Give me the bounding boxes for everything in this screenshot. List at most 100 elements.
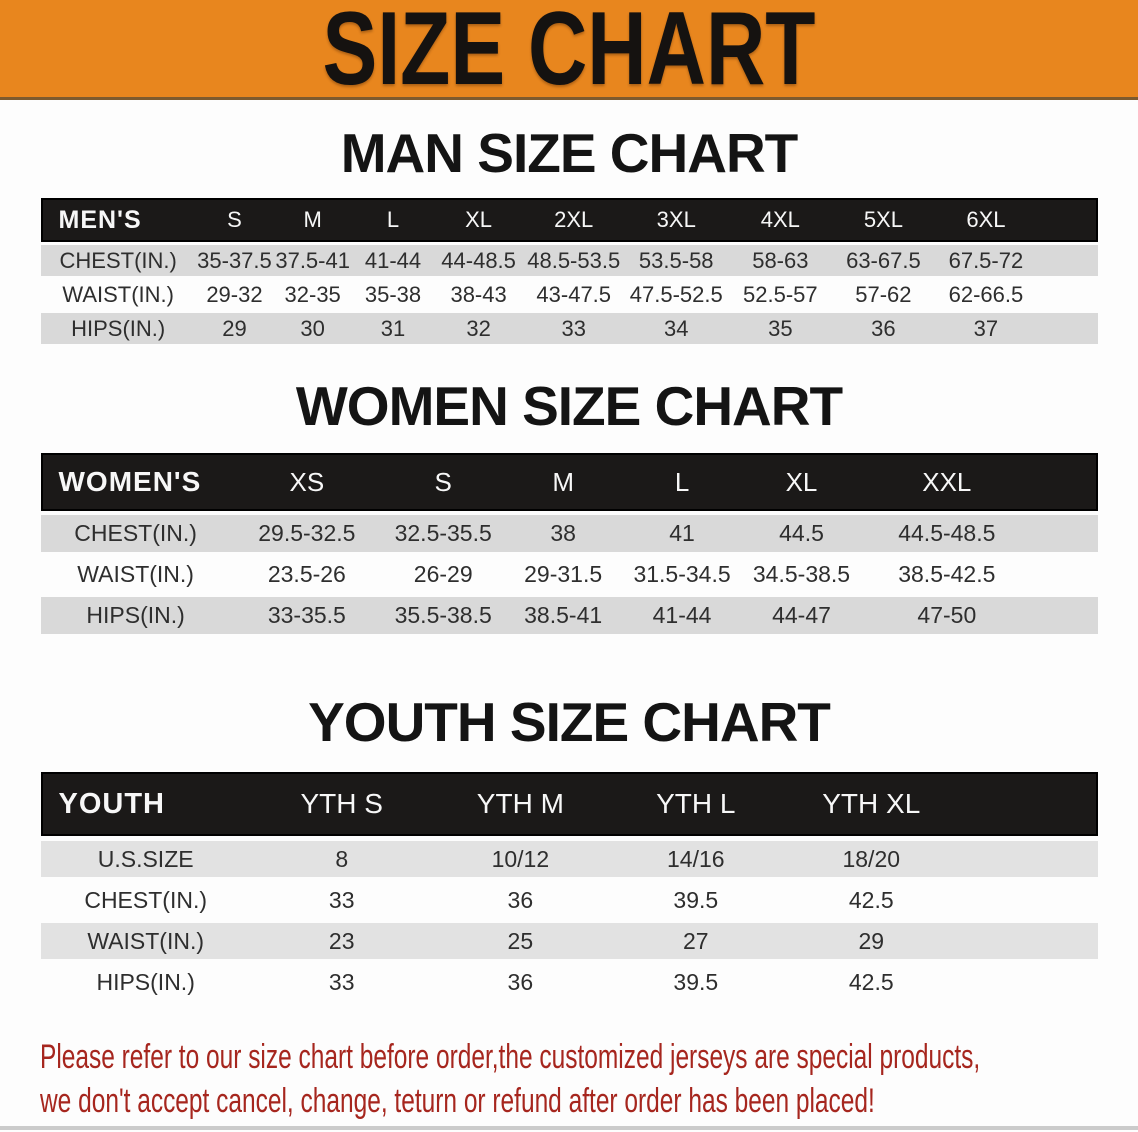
size-value-cell: 35-37.5 — [197, 247, 272, 273]
size-column-header: YTH XL — [783, 772, 959, 836]
spacer-cell — [959, 923, 1098, 959]
size-value-cell: 31.5-34.5 — [633, 561, 731, 587]
size-column-header: XXL — [861, 453, 1032, 511]
youth-size-section: YOUTH SIZE CHART YOUTH YTH S YTH M YTH L YTH… — [0, 693, 1138, 1005]
size-column-header: L — [352, 198, 434, 242]
size-value-cell: 32-35 — [284, 281, 341, 307]
table-category-label: MEN'S — [40, 198, 196, 242]
man-size-heading: MAN SIZE CHART — [340, 122, 799, 184]
table-row: HIPS(IN.) 33 36 39.5 42.5 — [40, 964, 1098, 1000]
spacer-cell — [959, 964, 1098, 1000]
header-row: YOUTH YTH S YTH M YTH L YTH XL — [40, 772, 1098, 836]
size-value-cell: 29-31.5 — [524, 561, 603, 587]
row-label: CHEST(IN.) — [74, 520, 197, 546]
size-column-header: YTH L — [608, 772, 784, 836]
size-value-cell: 32 — [466, 315, 491, 341]
table-row: CHEST(IN.) 33 36 39.5 42.5 — [40, 882, 1098, 918]
table-row: HIPS(IN.) 29 30 31 32 33 34 35 36 37 — [40, 313, 1098, 344]
size-value-cell: 35.5-38.5 — [394, 602, 492, 628]
banner-title: SIZE CHART — [322, 0, 816, 107]
spacer-cell — [959, 882, 1098, 918]
size-value-cell: 23.5-26 — [267, 561, 346, 587]
size-value-cell: 44-47 — [772, 602, 831, 628]
row-label: WAIST(IN.) — [87, 927, 204, 954]
size-value-cell: 33 — [328, 886, 355, 913]
size-value-cell: 38.5-42.5 — [898, 561, 996, 587]
size-value-cell: 37 — [973, 315, 999, 341]
size-value-cell: 52.5-57 — [743, 281, 818, 307]
size-column-header: L — [622, 453, 742, 511]
size-value-cell: 39.5 — [673, 968, 719, 995]
image-bottom-edge — [0, 1126, 1138, 1130]
row-label: WAIST(IN.) — [77, 561, 194, 587]
size-column-header: 3XL — [623, 198, 729, 242]
size-value-cell: 36 — [871, 315, 896, 341]
youth-size-heading: YOUTH SIZE CHART — [308, 691, 831, 753]
size-value-cell: 42.5 — [848, 968, 894, 995]
row-label: CHEST(IN.) — [59, 247, 177, 273]
size-value-cell: 29-32 — [206, 281, 263, 307]
size-value-cell: 36 — [507, 886, 534, 913]
table-category-label: YOUTH — [40, 772, 251, 836]
size-column-header: XL — [433, 198, 524, 242]
row-label: HIPS(IN.) — [96, 968, 195, 995]
row-label: U.S.SIZE — [97, 845, 194, 872]
size-value-cell: 29 — [222, 315, 247, 341]
size-value-cell: 10/12 — [491, 845, 550, 872]
size-value-cell: 53.5-58 — [638, 247, 714, 273]
size-chart-banner: SIZE CHART — [0, 0, 1138, 107]
size-value-cell: 44.5 — [779, 520, 824, 546]
size-value-cell: 38-43 — [450, 281, 507, 307]
size-value-cell: 26-29 — [413, 561, 473, 587]
spacer-cell — [1037, 313, 1097, 344]
size-value-cell: 29.5-32.5 — [258, 520, 356, 546]
table-row: WAIST(IN.) 23 25 27 29 — [40, 923, 1098, 959]
size-value-cell: 43-47.5 — [536, 281, 612, 307]
disclaimer-note: Please refer to our size chart before or… — [0, 1035, 1138, 1123]
size-value-cell: 25 — [507, 927, 534, 954]
header-row: WOMEN'S XS S M L XL XXL — [40, 453, 1098, 511]
row-label: CHEST(IN.) — [84, 886, 207, 913]
size-value-cell: 39.5 — [673, 886, 719, 913]
row-label: WAIST(IN.) — [62, 281, 174, 307]
size-column-header: XL — [741, 453, 862, 511]
disclaimer-line-1: Please refer to our size chart before or… — [40, 1038, 981, 1076]
size-column-header: M — [273, 198, 353, 242]
size-value-cell: 18/20 — [842, 845, 901, 872]
row-label: HIPS(IN.) — [71, 315, 166, 341]
table-row: CHEST(IN.) 35-37.5 37.5-41 41-44 44-48.5 48.5… — [40, 245, 1098, 276]
size-value-cell: 57-62 — [855, 281, 912, 307]
size-value-cell: 30 — [300, 315, 325, 341]
size-value-cell: 48.5-53.5 — [527, 247, 621, 273]
size-value-cell: 42.5 — [848, 886, 894, 913]
size-value-cell: 44-48.5 — [441, 247, 516, 273]
size-column-header: YTH S — [250, 772, 433, 836]
disclaimer-line-2: we don't accept cancel, change, teturn o… — [40, 1082, 875, 1120]
size-value-cell: 67.5-72 — [948, 247, 1024, 273]
size-value-cell: 8 — [335, 845, 349, 872]
size-column-header: YTH M — [432, 772, 609, 836]
header-row: MEN'S S M L XL 2XL 3XL 4XL 5XL 6XL — [40, 198, 1098, 242]
size-value-cell: 27 — [683, 927, 709, 954]
size-column-header: S — [195, 198, 274, 242]
size-value-cell: 41-44 — [652, 602, 712, 628]
spacer-cell — [1032, 556, 1098, 593]
youth-size-table: YOUTH YTH S YTH M YTH L YTH XL U.S.SIZE 8 10/1… — [40, 767, 1098, 1005]
size-value-cell: 35 — [768, 315, 793, 341]
size-value-cell: 36 — [507, 968, 534, 995]
size-value-cell: 35-38 — [364, 281, 422, 307]
size-column-header: 5XL — [832, 198, 935, 242]
table-row: U.S.SIZE 8 10/12 14/16 18/20 — [40, 841, 1098, 877]
size-value-cell: 29 — [858, 927, 885, 954]
size-column-header: S — [382, 453, 504, 511]
spacer-cell — [1037, 245, 1097, 276]
spacer-cell — [1032, 515, 1098, 552]
women-size-table: WOMEN'S XS S M L XL XXL CHEST(IN.) 29.5-32.5 32.… — [40, 449, 1098, 638]
spacer-cell — [1031, 453, 1098, 511]
size-value-cell: 32.5-35.5 — [394, 520, 492, 546]
size-value-cell: 34.5-38.5 — [752, 561, 851, 587]
table-row: CHEST(IN.) 29.5-32.5 32.5-35.5 38 41 44.5 44.5… — [40, 515, 1098, 552]
spacer-cell — [1037, 198, 1098, 242]
size-value-cell: 41 — [669, 520, 695, 546]
